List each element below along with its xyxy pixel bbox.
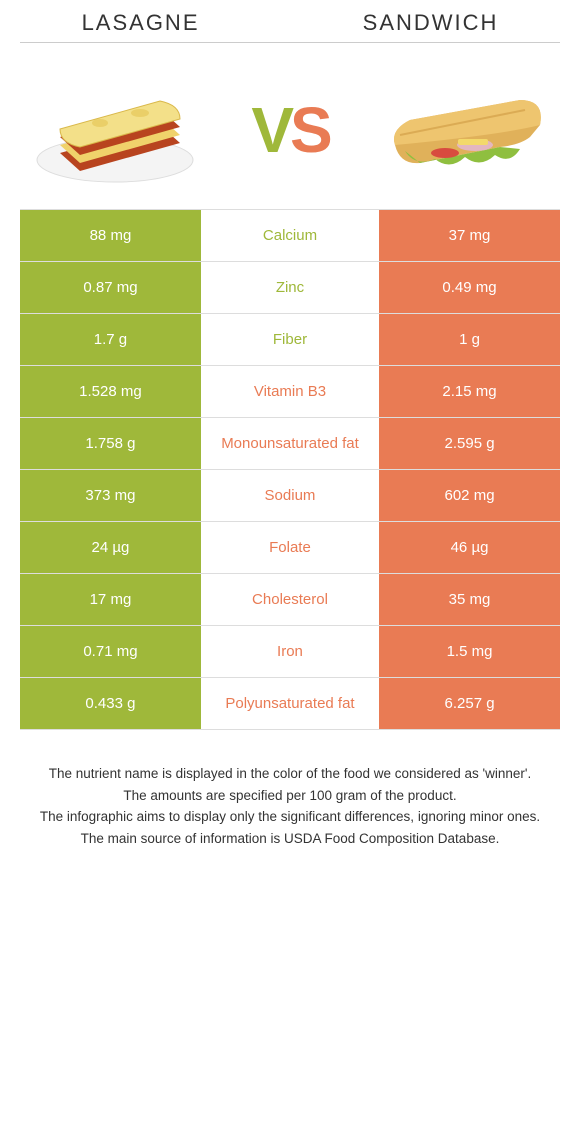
nutrient-row: 0.71 mgIron1.5 mg bbox=[20, 626, 560, 678]
nutrient-row: 1.528 mgVitamin B32.15 mg bbox=[20, 366, 560, 418]
nutrient-label: Calcium bbox=[201, 210, 379, 261]
vs-label: VS bbox=[251, 98, 328, 162]
right-value: 1.5 mg bbox=[379, 626, 560, 677]
nutrient-label: Fiber bbox=[201, 314, 379, 365]
left-value: 88 mg bbox=[20, 210, 201, 261]
header-divider bbox=[20, 42, 560, 43]
vs-s: S bbox=[290, 94, 329, 166]
nutrient-row: 17 mgCholesterol35 mg bbox=[20, 574, 560, 626]
right-value: 46 µg bbox=[379, 522, 560, 573]
nutrient-row: 0.87 mgZinc0.49 mg bbox=[20, 262, 560, 314]
right-value: 1 g bbox=[379, 314, 560, 365]
nutrient-row: 1.7 gFiber1 g bbox=[20, 314, 560, 366]
nutrient-row: 1.758 gMonounsaturated fat2.595 g bbox=[20, 418, 560, 470]
footer-line: The infographic aims to display only the… bbox=[30, 807, 550, 827]
right-value: 6.257 g bbox=[379, 678, 560, 729]
nutrient-label: Vitamin B3 bbox=[201, 366, 379, 417]
left-value: 17 mg bbox=[20, 574, 201, 625]
nutrient-label: Cholesterol bbox=[201, 574, 379, 625]
nutrient-label: Polyunsaturated fat bbox=[201, 678, 379, 729]
right-value: 0.49 mg bbox=[379, 262, 560, 313]
image-row: VS bbox=[0, 55, 580, 209]
left-value: 1.7 g bbox=[20, 314, 201, 365]
lasagne-image bbox=[30, 75, 200, 185]
nutrient-label: Sodium bbox=[201, 470, 379, 521]
nutrient-label: Folate bbox=[201, 522, 379, 573]
left-value: 1.758 g bbox=[20, 418, 201, 469]
nutrient-label: Zinc bbox=[201, 262, 379, 313]
footer-line: The nutrient name is displayed in the co… bbox=[30, 764, 550, 784]
sandwich-image bbox=[380, 75, 550, 185]
left-value: 24 µg bbox=[20, 522, 201, 573]
nutrient-row: 88 mgCalcium37 mg bbox=[20, 210, 560, 262]
infographic-container: LASAGNE SANDWICH VS 88 mgCalcium37 mg bbox=[0, 0, 580, 870]
right-value: 602 mg bbox=[379, 470, 560, 521]
footer-notes: The nutrient name is displayed in the co… bbox=[0, 730, 580, 870]
nutrient-label: Iron bbox=[201, 626, 379, 677]
food-title-left: LASAGNE bbox=[82, 10, 200, 36]
nutrient-label: Monounsaturated fat bbox=[201, 418, 379, 469]
right-value: 2.595 g bbox=[379, 418, 560, 469]
left-value: 0.433 g bbox=[20, 678, 201, 729]
right-value: 37 mg bbox=[379, 210, 560, 261]
footer-line: The amounts are specified per 100 gram o… bbox=[30, 786, 550, 806]
right-value: 35 mg bbox=[379, 574, 560, 625]
header-row: LASAGNE SANDWICH bbox=[0, 0, 580, 42]
footer-line: The main source of information is USDA F… bbox=[30, 829, 550, 849]
nutrient-row: 0.433 gPolyunsaturated fat6.257 g bbox=[20, 678, 560, 730]
left-value: 1.528 mg bbox=[20, 366, 201, 417]
left-value: 0.71 mg bbox=[20, 626, 201, 677]
right-value: 2.15 mg bbox=[379, 366, 560, 417]
nutrient-table: 88 mgCalcium37 mg0.87 mgZinc0.49 mg1.7 g… bbox=[20, 209, 560, 730]
left-value: 373 mg bbox=[20, 470, 201, 521]
food-title-right: SANDWICH bbox=[363, 10, 499, 36]
left-value: 0.87 mg bbox=[20, 262, 201, 313]
nutrient-row: 24 µgFolate46 µg bbox=[20, 522, 560, 574]
nutrient-row: 373 mgSodium602 mg bbox=[20, 470, 560, 522]
vs-v: V bbox=[251, 94, 290, 166]
